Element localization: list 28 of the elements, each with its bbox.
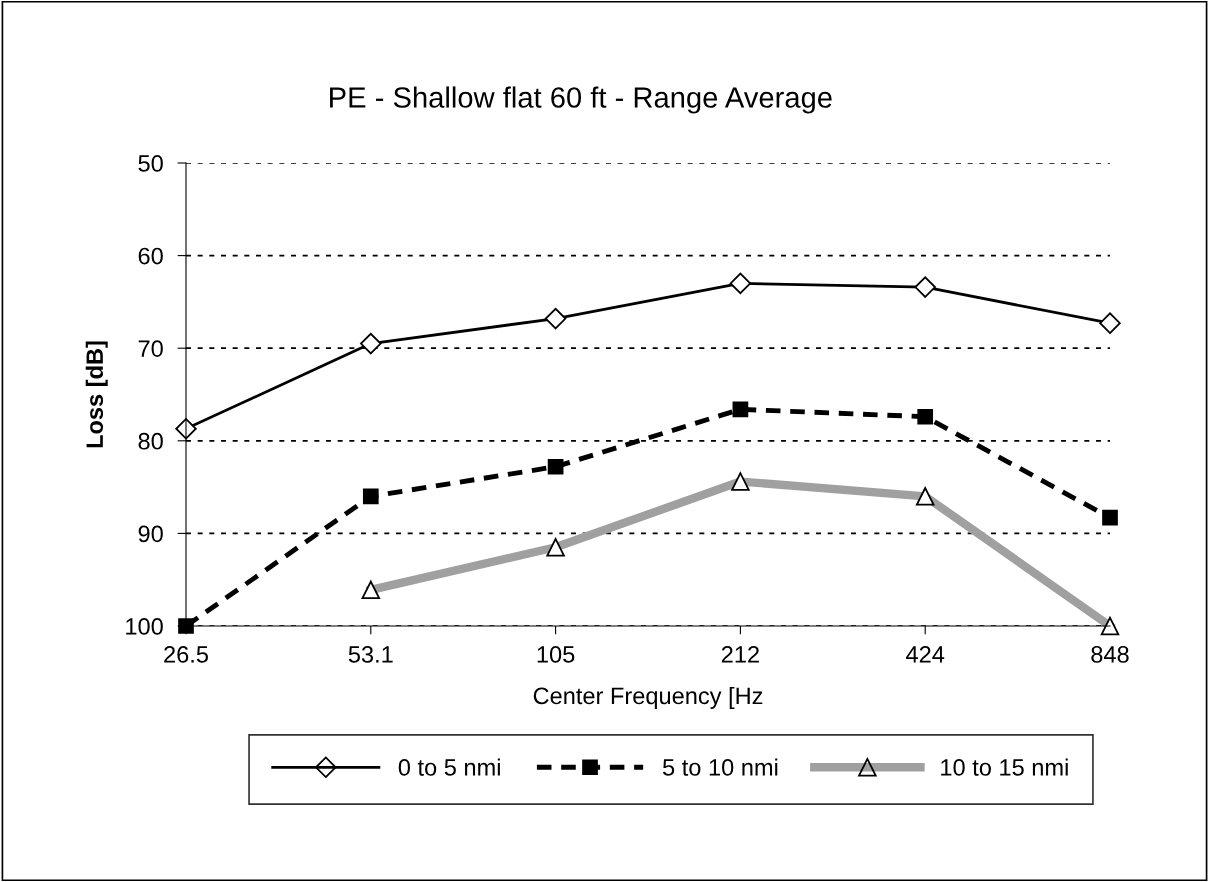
point <box>732 401 749 418</box>
y-tick-label: 50 <box>138 155 163 172</box>
x-tick-label: 105 <box>537 646 575 663</box>
y-tick-label: 80 <box>138 432 163 450</box>
x-tick-label: 53.1 <box>348 646 393 663</box>
legend-label: 10 to 15 nmi <box>941 758 1068 776</box>
y-tick-label: 90 <box>138 525 163 543</box>
legend-label: 0 to 5 nmi <box>398 758 500 776</box>
point <box>917 408 934 425</box>
x-tick-label: 26.5 <box>164 646 208 663</box>
point <box>360 332 382 355</box>
x-tick-label: 848 <box>1091 646 1129 663</box>
point <box>729 272 752 295</box>
point <box>547 458 564 475</box>
y-axis-title: Loss [dB] <box>85 341 108 448</box>
point <box>1102 509 1118 526</box>
y-tick-label: 70 <box>138 340 163 357</box>
point <box>1099 312 1121 334</box>
point <box>544 307 567 330</box>
y-tick-label: 100 <box>126 618 163 635</box>
legend-label: 5 to 10 nmi <box>662 758 778 776</box>
x-axis-title: Center Frequency [Hz <box>533 686 763 709</box>
point <box>362 488 379 505</box>
point <box>914 276 936 298</box>
x-tick-label: 424 <box>906 646 945 663</box>
x-tick-label: 212 <box>721 646 759 663</box>
chart-title: PE - Shallow flat 60 ft - Range Average <box>330 86 832 114</box>
y-tick-label: 60 <box>138 247 163 265</box>
